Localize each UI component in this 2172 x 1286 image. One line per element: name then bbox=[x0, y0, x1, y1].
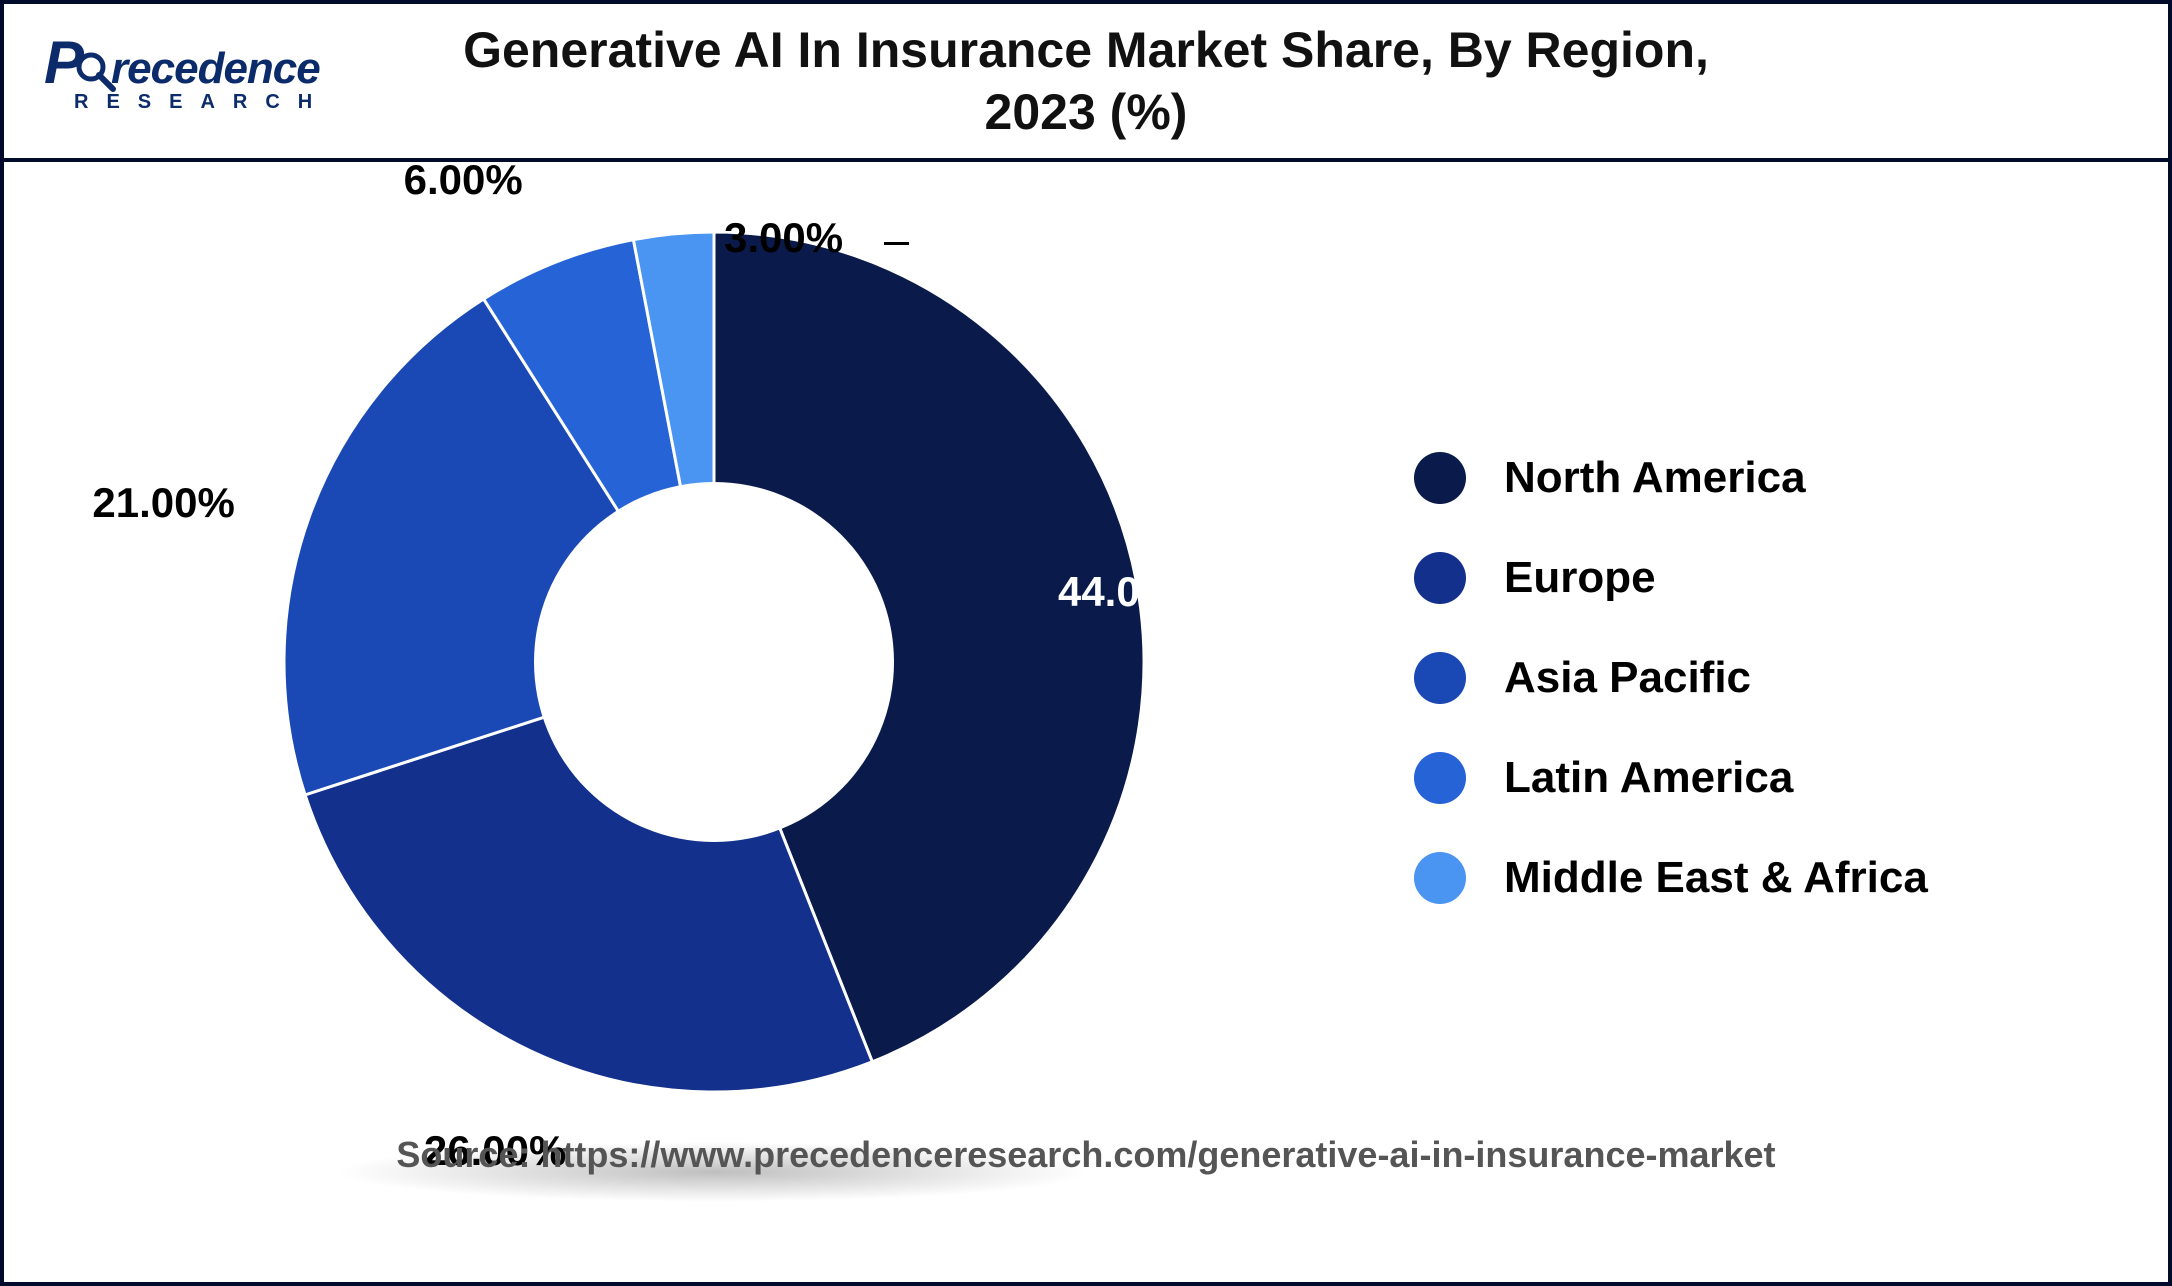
legend-label: Asia Pacific bbox=[1504, 653, 1751, 703]
legend-item-europe: Europe bbox=[1414, 552, 1928, 604]
legend-swatch bbox=[1414, 752, 1466, 804]
legend-swatch bbox=[1414, 552, 1466, 604]
donut-svg bbox=[264, 212, 1164, 1112]
legend-label: Europe bbox=[1504, 553, 1656, 603]
chart-frame: Precedence RESEARCH Generative AI In Ins… bbox=[0, 0, 2172, 1286]
title-line1: Generative AI In Insurance Market Share,… bbox=[463, 22, 1709, 78]
slice-label-2: 21.00% bbox=[92, 479, 234, 527]
legend-swatch bbox=[1414, 852, 1466, 904]
legend-swatch bbox=[1414, 452, 1466, 504]
legend-item-middle-east-africa: Middle East & Africa bbox=[1414, 852, 1928, 904]
slice-label-3: 6.00% bbox=[404, 156, 523, 204]
legend-label: North America bbox=[1504, 453, 1806, 503]
donut-hole bbox=[534, 482, 894, 842]
chart-content: 44.00%26.00%21.00%6.00%3.00% North Ameri… bbox=[4, 162, 2168, 1202]
legend-label: Latin America bbox=[1504, 753, 1793, 803]
chart-title: Generative AI In Insurance Market Share,… bbox=[463, 19, 1709, 144]
legend-item-north-america: North America bbox=[1414, 452, 1928, 504]
slice-label-4: 3.00% bbox=[724, 214, 843, 262]
source-text: Source: https://www.precedenceresearch.c… bbox=[4, 1134, 2168, 1176]
legend-item-asia-pacific: Asia Pacific bbox=[1414, 652, 1928, 704]
title-line2: 2023 (%) bbox=[985, 84, 1188, 140]
legend-swatch bbox=[1414, 652, 1466, 704]
donut-chart: 44.00%26.00%21.00%6.00%3.00% bbox=[264, 212, 1164, 1112]
header-bar: Precedence RESEARCH Generative AI In Ins… bbox=[4, 4, 2168, 162]
legend-item-latin-america: Latin America bbox=[1414, 752, 1928, 804]
leader-line bbox=[884, 242, 909, 245]
legend-label: Middle East & Africa bbox=[1504, 853, 1928, 903]
logo-subword: RESEARCH bbox=[44, 91, 330, 114]
logo-word: recedence bbox=[111, 44, 320, 93]
slice-label-0: 44.00% bbox=[1058, 568, 1200, 616]
brand-logo: Precedence RESEARCH bbox=[44, 28, 330, 114]
logo-text: Precedence RESEARCH bbox=[44, 28, 330, 114]
legend: North America Europe Asia Pacific Latin Ame… bbox=[1414, 452, 1928, 952]
